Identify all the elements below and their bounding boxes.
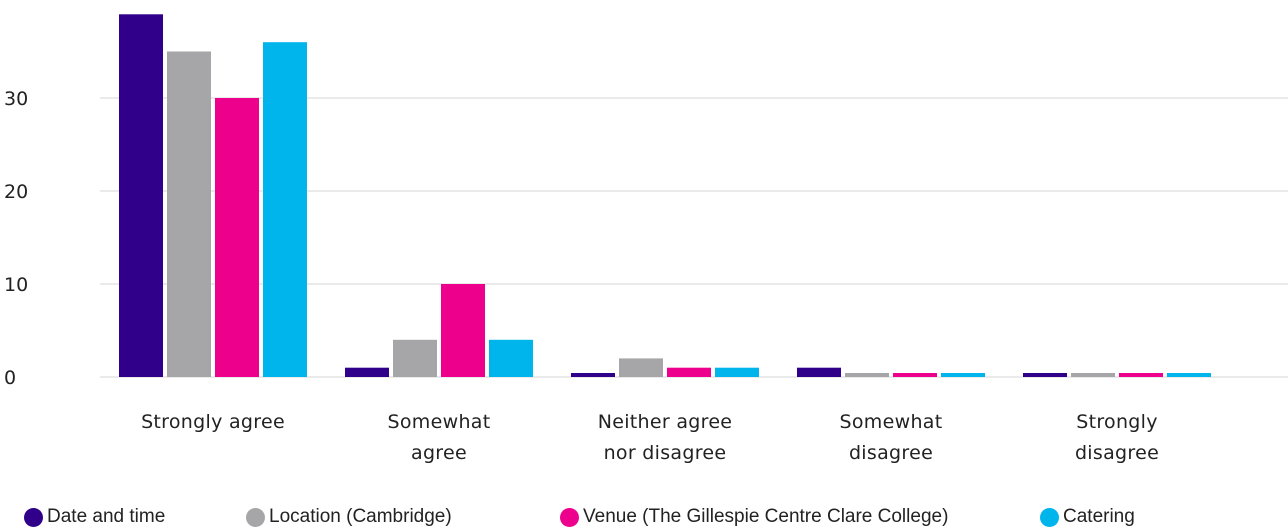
- x-category-label: agree: [411, 442, 467, 464]
- legend-swatch: [1040, 507, 1059, 527]
- bar: [1167, 373, 1211, 377]
- legend-item: Catering: [1040, 506, 1135, 528]
- bar: [393, 339, 437, 377]
- bar: [441, 284, 485, 377]
- legend-label: Location (Cambridge): [269, 506, 452, 527]
- bars: [119, 14, 1211, 378]
- legend-label: Date and time: [47, 506, 166, 527]
- bar: [941, 373, 985, 377]
- x-category-label: Somewhat: [388, 411, 491, 433]
- bar: [845, 373, 889, 377]
- bar: [263, 42, 307, 377]
- x-category-label: nor disagree: [604, 442, 727, 464]
- x-category-label: Strongly: [1076, 411, 1158, 433]
- x-category-label: disagree: [849, 442, 933, 464]
- bar: [619, 358, 663, 377]
- legend-swatch: [560, 507, 579, 527]
- x-category-label: Strongly agree: [141, 411, 285, 433]
- bar: [797, 367, 841, 377]
- y-tick-label: 30: [4, 88, 28, 110]
- bar: [167, 51, 211, 377]
- bar: [489, 339, 533, 377]
- y-tick-label: 20: [4, 181, 28, 203]
- legend-swatch: [246, 507, 265, 527]
- x-category-label: Neither agree: [598, 411, 733, 433]
- legend-item: Venue (The Gillespie Centre Clare Colleg…: [560, 506, 948, 528]
- x-category-label: Somewhat: [840, 411, 943, 433]
- legend-item: Date and time: [24, 506, 165, 528]
- y-tick-label: 0: [4, 367, 16, 389]
- y-tick-label: 10: [4, 274, 28, 296]
- bar: [1119, 373, 1163, 377]
- bar: [1071, 373, 1115, 377]
- bar: [893, 373, 937, 377]
- x-axis-categories: Strongly agree Somewhat agree Neither agree…: [141, 411, 1159, 464]
- legend: Date and time Location (Cambridge) Venue (…: [0, 506, 1288, 532]
- legend-label: Venue (The Gillespie Centre Clare Colleg…: [583, 506, 949, 527]
- bar: [215, 98, 259, 377]
- bar: [1023, 373, 1067, 377]
- bar-chart: 0 10 20 30 Strongly agree Somewhat agree Neith…: [4, 14, 1288, 464]
- bar: [715, 367, 759, 377]
- bar: [345, 367, 389, 377]
- legend-swatch: [24, 507, 43, 527]
- y-axis-ticks: 0 10 20 30: [4, 88, 28, 389]
- legend-label: Catering: [1063, 506, 1135, 527]
- bar: [667, 367, 711, 377]
- bar: [119, 14, 163, 378]
- x-category-label: disagree: [1075, 442, 1159, 464]
- bar: [571, 373, 615, 377]
- legend-item: Location (Cambridge): [246, 506, 452, 528]
